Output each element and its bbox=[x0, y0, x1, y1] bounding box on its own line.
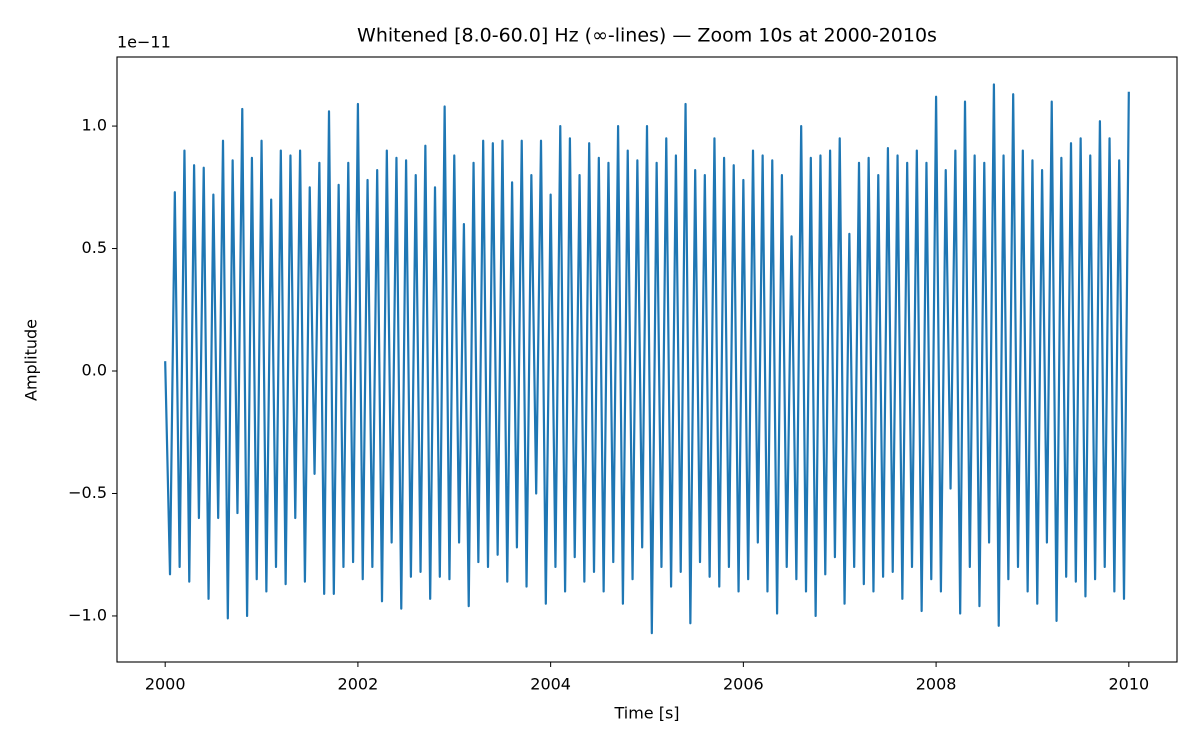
y-offset-label: 1e−11 bbox=[117, 33, 171, 52]
x-tick-label: 2010 bbox=[1108, 675, 1149, 694]
chart-title: Whitened [8.0-60.0] Hz (∞-lines) — Zoom … bbox=[357, 25, 937, 47]
y-tick-label: −0.5 bbox=[68, 483, 107, 502]
y-tick-label: 1.0 bbox=[82, 116, 107, 135]
x-tick-label: 2004 bbox=[530, 675, 571, 694]
x-tick-label: 2000 bbox=[145, 675, 186, 694]
y-tick-label: 0.5 bbox=[82, 238, 107, 257]
y-tick-label: 0.0 bbox=[82, 361, 107, 380]
x-tick-label: 2002 bbox=[338, 675, 379, 694]
y-tick-label: −1.0 bbox=[68, 605, 107, 624]
plot-frame bbox=[116, 56, 1178, 663]
x-axis-label: Time [s] bbox=[613, 704, 679, 723]
x-tick-label: 2006 bbox=[723, 675, 764, 694]
signal-line bbox=[164, 83, 1130, 635]
y-axis-label: Amplitude bbox=[22, 319, 41, 401]
x-tick-label: 2008 bbox=[916, 675, 957, 694]
